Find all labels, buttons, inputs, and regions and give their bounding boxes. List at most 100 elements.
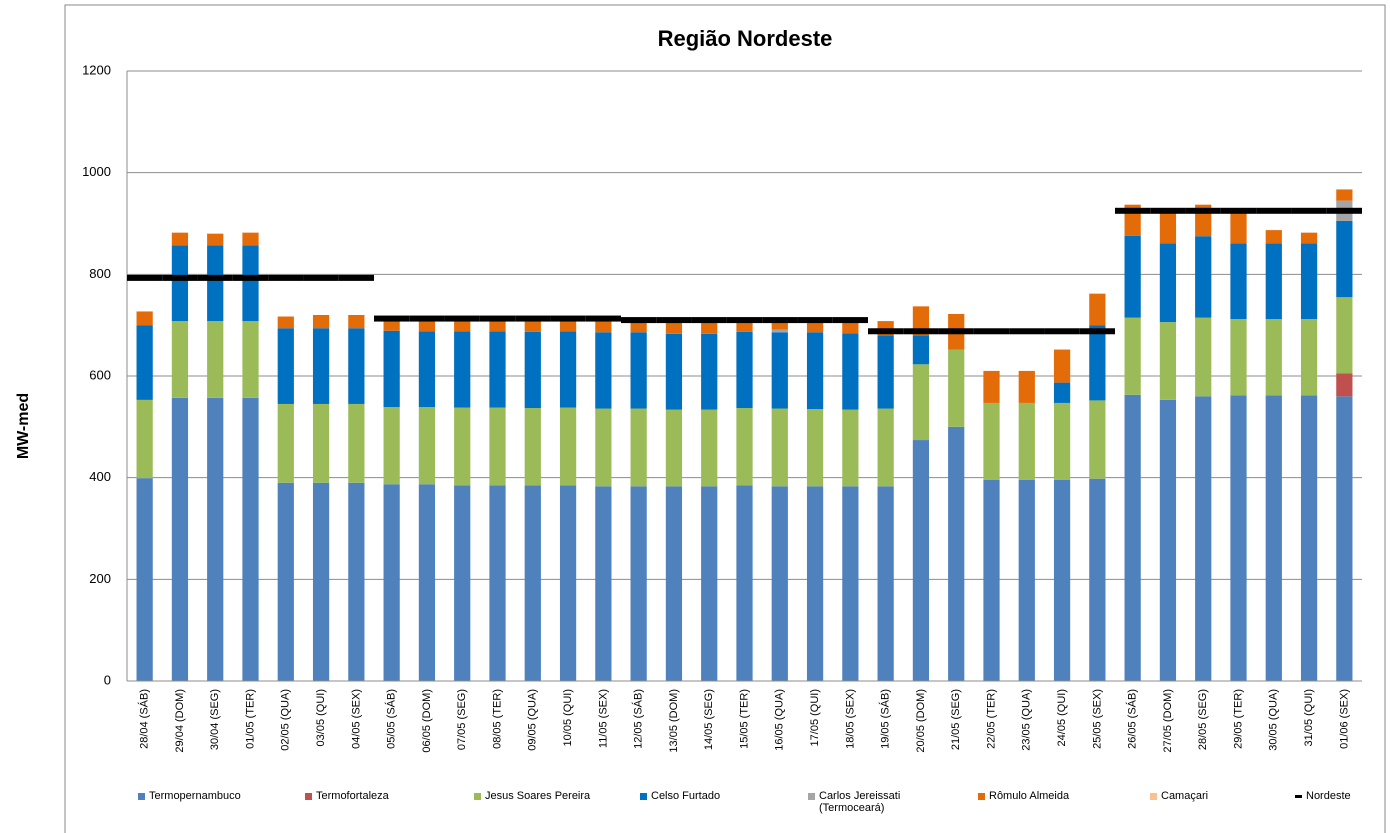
level-dash — [303, 274, 339, 281]
x-tick-label: 04/05 (SEX) — [350, 689, 362, 749]
bar-segment — [136, 311, 153, 326]
bar-segment — [454, 485, 471, 681]
level-dash — [832, 317, 868, 324]
level-dash — [550, 315, 586, 322]
bar-segment — [136, 478, 153, 681]
bar-segment — [630, 332, 647, 409]
bar-segment — [701, 322, 718, 334]
x-tick-label: 28/04 (SÁB) — [138, 689, 151, 749]
bar-segment — [912, 440, 930, 681]
bar-segment — [771, 329, 788, 333]
x-tick-label: 14/05 (SEG) — [703, 689, 715, 750]
level-dash — [973, 328, 1010, 335]
bar-segment — [912, 335, 930, 365]
bar-segment — [348, 403, 365, 483]
bar-segment — [1018, 370, 1035, 403]
bar-segment — [242, 232, 259, 246]
bar-segment — [1300, 243, 1318, 320]
level-dash — [515, 315, 551, 322]
bar-segment — [595, 321, 612, 333]
bar-segment — [1265, 395, 1282, 681]
bar-segment — [524, 408, 541, 486]
bar-segment — [489, 320, 506, 332]
bar-segment — [136, 399, 153, 479]
bar-segment — [348, 482, 365, 681]
level-dash — [656, 317, 692, 324]
x-tick-label: 15/05 (TER) — [738, 689, 750, 749]
legend-item: Termopernambuco — [138, 790, 241, 802]
bar-segment — [1195, 396, 1212, 681]
y-tick-label: 1000 — [82, 164, 111, 179]
bar-segment — [948, 349, 965, 427]
bar-segment — [665, 486, 683, 681]
level-dash — [762, 317, 798, 324]
bar-segment — [383, 330, 400, 408]
bar-segment — [559, 407, 577, 486]
level-dash — [444, 315, 480, 322]
bar-segment — [1300, 232, 1318, 244]
bar-segment — [665, 333, 683, 410]
bar-segment — [630, 321, 647, 333]
bar-segment — [1336, 396, 1353, 681]
bar-segment — [665, 409, 683, 487]
bar-segment — [489, 485, 506, 681]
bar-segment — [418, 407, 436, 485]
bar-segment — [1124, 235, 1141, 318]
bar-segment — [1124, 317, 1141, 395]
x-tick-label: 24/05 (QUI) — [1056, 689, 1068, 746]
level-dash — [232, 274, 269, 281]
x-tick-label: 29/04 (DOM) — [174, 689, 186, 753]
level-dash — [162, 274, 198, 281]
x-tick-label: 13/05 (DOM) — [668, 689, 680, 753]
bar-segment — [665, 322, 683, 334]
level-dash — [1079, 328, 1115, 335]
bar-segment — [383, 407, 400, 485]
x-tick-label: 31/05 (QUI) — [1303, 689, 1315, 746]
x-tick-label: 21/05 (SEG) — [950, 689, 962, 750]
bar-segment — [842, 486, 859, 681]
bar-segment — [595, 408, 612, 487]
bar-segment — [1159, 322, 1177, 400]
bar-segment — [489, 407, 506, 486]
level-dash — [585, 315, 621, 322]
y-tick-label: 0 — [104, 672, 111, 687]
bar-segment — [242, 397, 259, 681]
x-tick-label: 11/05 (SEX) — [597, 689, 609, 748]
x-tick-label: 18/05 (SEX) — [844, 689, 856, 749]
bar-segment — [1018, 402, 1035, 480]
bar-segment — [1053, 349, 1071, 383]
level-dash — [726, 317, 763, 324]
bar-segment — [312, 328, 330, 404]
bar-segment — [277, 403, 294, 483]
level-dash — [1220, 207, 1257, 214]
bar-segment — [242, 245, 259, 322]
bar-segment — [701, 486, 718, 681]
bar-segment — [1124, 394, 1141, 681]
bar-segment — [983, 402, 1000, 480]
x-tick-label: 05/05 (SÁB) — [385, 689, 398, 749]
legend-swatch — [1295, 795, 1302, 798]
level-dash — [868, 328, 904, 335]
bar-segment — [771, 486, 788, 681]
level-dash — [1009, 328, 1045, 335]
bar-segment — [630, 408, 647, 487]
bar-segment — [312, 482, 330, 681]
bar-segment — [771, 408, 788, 487]
bar-segment — [1230, 213, 1247, 244]
level-dash — [127, 274, 163, 281]
bar-segment — [383, 320, 400, 331]
x-tick-label: 01/06 (SEX) — [1338, 689, 1350, 749]
bar-segment — [559, 485, 577, 681]
legend-swatch — [1150, 793, 1157, 800]
bar-segment — [1053, 382, 1071, 403]
x-tick-label: 22/05 (TER) — [985, 689, 997, 749]
legend-swatch — [138, 793, 145, 800]
bar-segment — [630, 486, 647, 681]
level-dash — [479, 315, 516, 322]
legend-item: Rômulo Almeida — [978, 790, 1069, 802]
bar-segment — [912, 306, 930, 336]
x-tick-label: 28/05 (SEG) — [1197, 689, 1209, 750]
x-tick-label: 09/05 (QUA) — [527, 689, 539, 751]
level-dash — [1115, 207, 1151, 214]
